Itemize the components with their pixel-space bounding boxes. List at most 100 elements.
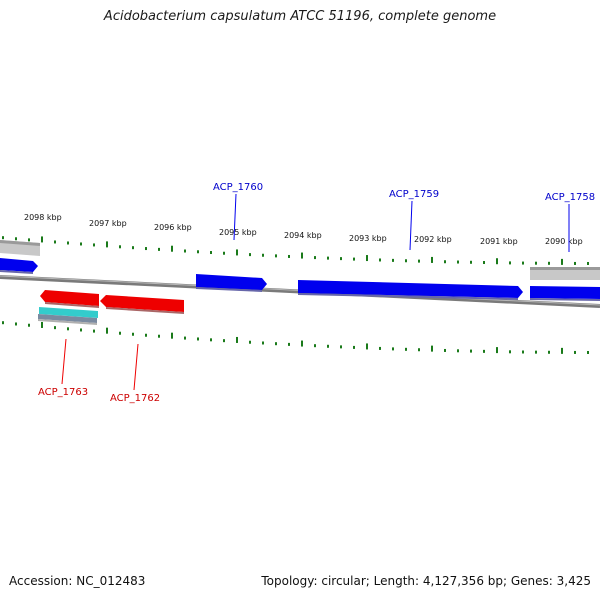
- minor-tick: [327, 256, 329, 260]
- scale-label-2095: 2095 kbp: [219, 228, 257, 237]
- minor-tick: [522, 261, 524, 265]
- minor-tick: [275, 254, 277, 258]
- major-tick: [41, 236, 43, 243]
- gene-arrow-ACP_1763[interactable]: [40, 290, 99, 308]
- minor-tick: [249, 340, 251, 344]
- minor-tick: [249, 253, 251, 257]
- other-feature-left[interactable]: [0, 240, 40, 256]
- minor-tick: [288, 254, 290, 258]
- minor-tick: [522, 350, 524, 354]
- minor-tick: [548, 261, 550, 265]
- minor-tick: [93, 329, 95, 333]
- minor-tick: [587, 261, 589, 265]
- gene-arrow-ACP_1759[interactable]: [298, 280, 523, 300]
- minor-tick: [314, 256, 316, 260]
- minor-tick: [535, 261, 537, 265]
- minor-tick: [314, 344, 316, 348]
- minor-tick: [132, 332, 134, 336]
- gene-label-ACP_1763[interactable]: ACP_1763: [38, 387, 88, 398]
- scale-label-2097: 2097 kbp: [89, 219, 127, 228]
- minor-tick: [340, 257, 342, 261]
- upper-scale-ticks: [2, 236, 589, 265]
- major-tick: [171, 332, 173, 339]
- minor-tick: [197, 337, 199, 341]
- minor-tick: [418, 348, 420, 352]
- scale-label-2096: 2096 kbp: [154, 223, 192, 232]
- major-tick: [106, 241, 108, 248]
- minor-tick: [535, 350, 537, 354]
- minor-tick: [80, 242, 82, 246]
- minor-tick: [470, 260, 472, 264]
- minor-tick: [405, 347, 407, 351]
- scale-label-2094: 2094 kbp: [284, 231, 322, 240]
- major-tick: [236, 336, 238, 343]
- major-tick: [366, 343, 368, 350]
- minor-tick: [470, 349, 472, 353]
- minor-tick: [379, 346, 381, 350]
- major-tick: [171, 245, 173, 252]
- minor-tick: [353, 345, 355, 349]
- minor-tick: [28, 238, 30, 242]
- minor-tick: [483, 261, 485, 265]
- minor-tick: [2, 321, 4, 325]
- minor-tick: [119, 331, 121, 335]
- minor-tick: [444, 260, 446, 264]
- other-feature-right[interactable]: [530, 267, 600, 280]
- minor-tick: [457, 260, 459, 264]
- gene-label-ACP_1760[interactable]: ACP_1760: [213, 182, 263, 193]
- minor-tick: [509, 261, 511, 265]
- accession-text: Accession: NC_012483: [9, 574, 146, 588]
- leader-line-ACP_1762: [133, 343, 139, 391]
- minor-tick: [418, 259, 420, 263]
- minor-tick: [210, 338, 212, 342]
- major-tick: [301, 252, 303, 259]
- scale-label-2092: 2092 kbp: [414, 235, 452, 244]
- major-tick: [106, 327, 108, 334]
- genome-summary-text: Topology: circular; Length: 4,127,356 bp…: [261, 574, 591, 588]
- minor-tick: [483, 349, 485, 353]
- minor-tick: [67, 241, 69, 245]
- major-tick: [301, 340, 303, 347]
- minor-tick: [145, 247, 147, 251]
- minor-tick: [184, 249, 186, 253]
- minor-tick: [223, 339, 225, 343]
- gene-arrow-ACP_1762[interactable]: [100, 295, 184, 314]
- minor-tick: [548, 350, 550, 354]
- minor-tick: [158, 247, 160, 251]
- minor-tick: [2, 236, 4, 240]
- gene-label-ACP_1759[interactable]: ACP_1759: [389, 189, 439, 200]
- minor-tick: [28, 323, 30, 327]
- minor-tick: [574, 350, 576, 354]
- minor-tick: [405, 259, 407, 263]
- minor-tick: [392, 258, 394, 262]
- minor-tick: [223, 251, 225, 255]
- minor-tick: [54, 326, 56, 330]
- minor-tick: [340, 345, 342, 349]
- major-tick: [431, 345, 433, 352]
- minor-tick: [574, 261, 576, 265]
- major-tick: [431, 256, 433, 263]
- gene-label-ACP_1758[interactable]: ACP_1758: [545, 192, 595, 203]
- scale-label-2093: 2093 kbp: [349, 234, 387, 243]
- major-tick: [561, 347, 563, 354]
- minor-tick: [444, 348, 446, 352]
- minor-tick: [327, 344, 329, 348]
- scale-label-2091: 2091 kbp: [480, 237, 518, 246]
- cyan-feature[interactable]: [38, 307, 98, 325]
- gene-arrow-ACP_1758[interactable]: [530, 286, 600, 301]
- leader-line-ACP_1759: [409, 200, 413, 251]
- gene-label-ACP_1762[interactable]: ACP_1762: [110, 393, 160, 404]
- forward-gene-left[interactable]: [0, 258, 38, 274]
- gene-arrow-ACP_1760[interactable]: [196, 274, 267, 292]
- major-tick: [366, 255, 368, 262]
- minor-tick: [392, 347, 394, 351]
- minor-tick: [262, 341, 264, 345]
- minor-tick: [587, 350, 589, 354]
- minor-tick: [457, 349, 459, 353]
- major-tick: [236, 249, 238, 256]
- minor-tick: [197, 250, 199, 254]
- minor-tick: [80, 328, 82, 332]
- minor-tick: [93, 243, 95, 247]
- minor-tick: [262, 253, 264, 257]
